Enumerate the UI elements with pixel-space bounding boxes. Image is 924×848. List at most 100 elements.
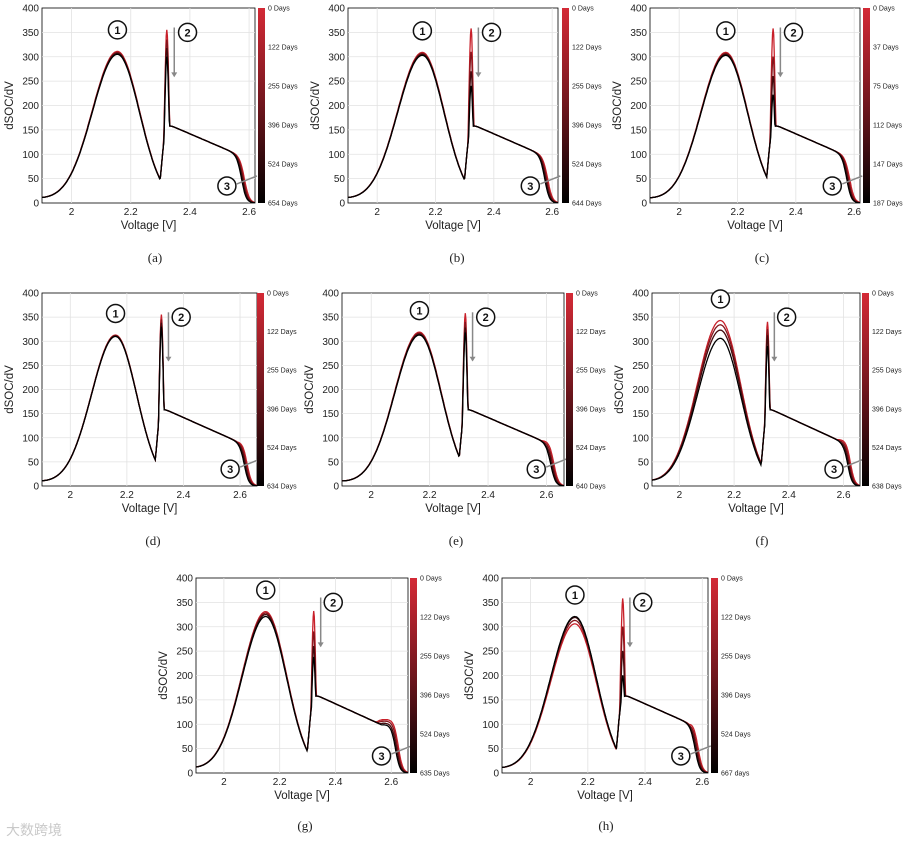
annotation-arrowhead-2 <box>475 72 482 78</box>
annotation-marker-2 <box>633 592 653 613</box>
y-tick-label: 100 <box>328 150 345 161</box>
annotation-marker-2 <box>171 307 191 327</box>
y-tick-label: 0 <box>33 199 39 210</box>
colorbar-label: 396 Days <box>268 123 298 130</box>
y-axis-label: dSOC/dV <box>158 651 170 700</box>
series-line <box>196 615 408 773</box>
annotation-arrowhead-2 <box>317 642 324 648</box>
y-tick-label: 50 <box>638 457 650 468</box>
y-tick-label: 50 <box>636 174 648 185</box>
annotation-label-3: 3 <box>829 181 835 193</box>
annotation-marker-1 <box>255 580 276 600</box>
annotation-arrowhead-2 <box>771 356 778 362</box>
chart-panel-b: 0 50 100 150 200 250 300 350 400 2 2.2 2.4 2.6 Voltag… <box>310 4 602 266</box>
y-tick-label: 250 <box>630 77 647 88</box>
colorbar-label: 75 Days <box>873 84 899 91</box>
x-axis-label: Voltage [V] <box>577 790 633 802</box>
y-tick-label: 400 <box>22 4 39 15</box>
chart-panel-e: 0 50 100 150 200 250 300 350 400 2 2.2 2.4 2.6 Voltag… <box>304 289 606 549</box>
annotation-label-1: 1 <box>717 294 723 306</box>
y-tick-label: 350 <box>322 313 339 324</box>
annotation-label-2: 2 <box>330 597 336 609</box>
y-tick-label: 400 <box>22 289 39 300</box>
colorbar-label: 122 Days <box>268 45 298 52</box>
y-axis-label: dSOC/dV <box>464 651 476 700</box>
x-tick-label: 2.6 <box>384 777 398 788</box>
y-tick-label: 300 <box>630 52 647 63</box>
x-tick-label: 2.2 <box>124 207 138 218</box>
x-tick-label: 2 <box>368 490 374 501</box>
x-tick-label: 2.2 <box>120 490 134 501</box>
y-tick-label: 400 <box>630 4 647 15</box>
annotation-label-2: 2 <box>784 312 790 324</box>
panel-caption: (g) <box>297 818 312 833</box>
y-tick-label: 250 <box>22 77 39 88</box>
y-tick-label: 300 <box>632 337 649 348</box>
y-tick-label: 200 <box>322 385 339 396</box>
annotation-label-1: 1 <box>263 585 269 597</box>
annotation-arrow-3 <box>843 458 865 468</box>
y-tick-label: 50 <box>28 174 40 185</box>
y-tick-label: 200 <box>482 671 499 682</box>
y-tick-label: 150 <box>482 695 499 706</box>
y-tick-label: 400 <box>482 574 499 585</box>
y-tick-label: 250 <box>632 361 649 372</box>
chart-panel-g: 0 50 100 150 200 250 300 350 400 2 2.2 2.4 2.6 Voltag… <box>158 574 450 834</box>
colorbar-label: 524 Days <box>721 732 751 739</box>
colorbar-label: 255 Days <box>721 654 751 661</box>
series-line <box>42 326 257 486</box>
y-tick-label: 50 <box>334 174 346 185</box>
colorbar-label: 122 Days <box>572 45 602 52</box>
colorbar-label: 524 Days <box>268 162 298 169</box>
y-tick-label: 350 <box>632 313 649 324</box>
colorbar-label: 644 Days <box>572 201 602 208</box>
y-tick-label: 300 <box>22 52 39 63</box>
y-axis-label: dSOC/dV <box>612 81 624 130</box>
y-tick-label: 50 <box>182 744 194 755</box>
x-tick-label: 2.6 <box>545 207 559 218</box>
y-tick-label: 0 <box>493 769 499 780</box>
annotation-label-3: 3 <box>527 181 533 193</box>
x-axis-label: Voltage [V] <box>728 503 784 515</box>
y-tick-label: 150 <box>632 409 649 420</box>
annotation-marker-2 <box>323 592 343 613</box>
panel-caption: (d) <box>145 533 160 548</box>
annotation-arrow-3 <box>540 175 561 185</box>
y-tick-label: 300 <box>322 337 339 348</box>
colorbar-label: 0 Days <box>721 576 743 583</box>
annotation-marker-3 <box>526 459 546 479</box>
x-tick-label: 2 <box>677 490 683 501</box>
annotation-marker-3 <box>520 176 541 196</box>
colorbar-label: 635 Days <box>420 771 450 778</box>
colorbar-label: 0 Days <box>420 576 442 583</box>
y-tick-label: 150 <box>22 125 39 136</box>
y-tick-label: 400 <box>322 289 339 300</box>
colorbar-label: 634 Days <box>267 484 297 491</box>
annotation-arrow-3 <box>236 175 258 185</box>
y-tick-label: 150 <box>322 409 339 420</box>
y-tick-label: 400 <box>176 574 193 585</box>
x-tick-label: 2.4 <box>487 207 501 218</box>
x-tick-label: 2 <box>374 207 380 218</box>
x-tick-label: 2.4 <box>789 207 803 218</box>
panel-caption: (h) <box>598 818 613 833</box>
y-tick-label: 100 <box>22 433 39 444</box>
y-tick-label: 200 <box>630 101 647 112</box>
colorbar-label: 255 Days <box>267 368 297 375</box>
series-line <box>502 615 708 773</box>
x-tick-label: 2.2 <box>429 207 443 218</box>
annotation-label-3: 3 <box>678 751 684 763</box>
y-axis-label: dSOC/dV <box>304 365 316 414</box>
colorbar-label: 524 Days <box>572 162 602 169</box>
x-tick-label: 2.6 <box>847 207 861 218</box>
colorbar-label: 255 Days <box>268 84 298 91</box>
x-tick-label: 2 <box>528 777 534 788</box>
chart-panel-c: 0 50 100 150 200 250 300 350 400 2 2.2 2.4 2.6 Voltag… <box>612 4 903 266</box>
y-tick-label: 0 <box>641 199 647 210</box>
annotation-arrowhead-2 <box>777 72 784 78</box>
series-line <box>348 54 558 203</box>
colorbar-label: 396 Days <box>572 123 602 130</box>
panel-caption: (b) <box>449 250 464 265</box>
x-tick-label: 2.6 <box>233 490 247 501</box>
y-tick-label: 350 <box>482 598 499 609</box>
